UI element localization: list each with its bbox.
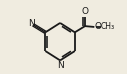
Text: N: N	[28, 19, 35, 28]
Text: O: O	[82, 7, 89, 16]
Text: O: O	[95, 22, 102, 31]
Text: CH₃: CH₃	[101, 22, 115, 31]
Text: N: N	[57, 61, 64, 70]
